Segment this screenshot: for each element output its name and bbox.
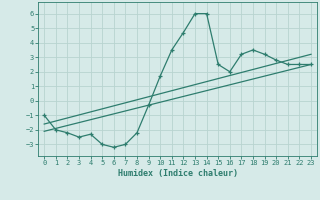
X-axis label: Humidex (Indice chaleur): Humidex (Indice chaleur) — [118, 169, 238, 178]
